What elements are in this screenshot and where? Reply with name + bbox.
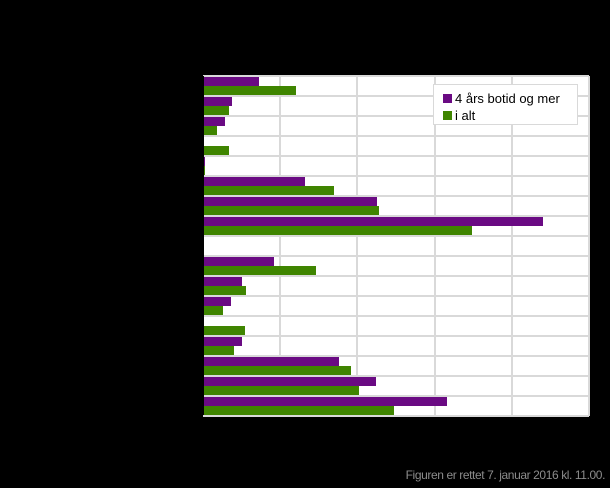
bar-i-alt [203, 386, 359, 395]
category-row [203, 116, 589, 136]
gridline-vertical [588, 76, 590, 415]
bar-i-alt [203, 206, 380, 215]
bar-i-alt [203, 226, 472, 235]
bar-i-alt [203, 86, 296, 95]
bar-4-ars-botid [203, 337, 242, 346]
bar-i-alt [203, 326, 245, 335]
gridline-horizontal [203, 375, 589, 377]
bar-i-alt [203, 366, 352, 375]
legend-swatch-green [443, 110, 452, 120]
gridline-horizontal [203, 195, 589, 197]
bar-4-ars-botid [203, 197, 378, 206]
category-row [203, 256, 589, 276]
bar-4-ars-botid [203, 117, 225, 126]
legend-swatch-purple [443, 93, 452, 103]
bar-i-alt [203, 186, 335, 195]
bar-i-alt [203, 106, 230, 115]
category-row [203, 356, 589, 376]
gridline-horizontal [203, 235, 589, 237]
bar-i-alt [203, 266, 316, 275]
gridline-vertical [279, 76, 282, 415]
category-row [203, 336, 589, 356]
gridline-vertical [510, 76, 513, 415]
gridline-horizontal [203, 175, 589, 177]
category-row [203, 276, 589, 296]
gridline-horizontal [203, 215, 589, 217]
category-row [203, 236, 589, 256]
category-row [203, 376, 589, 396]
category-row [203, 296, 589, 316]
bar-4-ars-botid [203, 257, 275, 266]
category-row [203, 96, 589, 116]
gridline-horizontal [203, 135, 589, 137]
bar-i-alt [203, 306, 224, 315]
legend-item-i-alt: i alt [443, 107, 475, 123]
category-row [203, 76, 589, 96]
bar-4-ars-botid [203, 277, 242, 286]
plot-area [203, 75, 590, 417]
footer-note: Figuren er rettet 7. januar 2016 kl. 11.… [405, 468, 606, 482]
bar-4-ars-botid [203, 357, 339, 366]
bar-4-ars-botid [203, 97, 233, 106]
gridline-horizontal [203, 335, 589, 337]
bar-i-alt [203, 346, 234, 355]
gridline-horizontal [203, 355, 589, 357]
gridline-horizontal [203, 155, 589, 157]
category-row [203, 316, 589, 336]
bar-4-ars-botid [203, 297, 231, 306]
bar-i-alt [203, 126, 217, 135]
gridline-horizontal [203, 95, 589, 97]
gridline-horizontal [203, 275, 589, 277]
bar-4-ars-botid [203, 377, 376, 386]
category-row [203, 136, 589, 156]
gridline-horizontal [203, 315, 589, 317]
category-row [203, 176, 589, 196]
category-row [203, 396, 589, 416]
category-row [203, 216, 589, 236]
bar-4-ars-botid [203, 217, 543, 226]
y-axis-line [203, 76, 204, 415]
category-row [203, 196, 589, 216]
bar-i-alt [203, 406, 395, 415]
legend-label: i alt [455, 107, 476, 123]
category-row [203, 156, 589, 176]
gridline-horizontal [203, 255, 589, 257]
legend: 4 års botid og mer i alt [433, 84, 578, 125]
bar-4-ars-botid [203, 397, 447, 406]
gridline-horizontal [203, 75, 589, 77]
gridline-horizontal [203, 415, 589, 417]
gridline-horizontal [203, 395, 589, 397]
bar-i-alt [203, 146, 230, 155]
gridline-vertical [356, 76, 359, 415]
gridline-horizontal [203, 115, 589, 117]
bar-4-ars-botid [203, 177, 305, 186]
bar-4-ars-botid [203, 77, 259, 86]
gridline-horizontal [203, 295, 589, 297]
legend-label: 4 års botid og mer [455, 90, 560, 106]
gridline-vertical [433, 76, 436, 415]
legend-item-4-ars-botid: 4 års botid og mer [443, 90, 560, 106]
bar-i-alt [203, 286, 247, 295]
